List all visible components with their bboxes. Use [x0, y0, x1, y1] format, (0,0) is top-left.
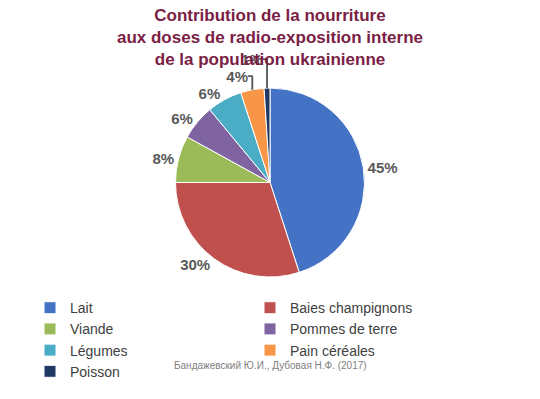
svg-text:Poisson: Poisson: [70, 364, 120, 380]
svg-text:45%: 45%: [368, 159, 398, 176]
svg-text:6%: 6%: [199, 85, 221, 102]
svg-text:Baies champignons: Baies champignons: [290, 300, 412, 316]
svg-text:Pain céréales: Pain céréales: [290, 343, 375, 359]
svg-text:Viande: Viande: [70, 321, 114, 337]
svg-text:Бандажевский Ю.И., Дубовая Н.Ф: Бандажевский Ю.И., Дубовая Н.Ф. (2017): [174, 360, 367, 371]
svg-text:Lait: Lait: [70, 300, 93, 316]
svg-text:8%: 8%: [153, 150, 175, 167]
svg-text:1%: 1%: [241, 51, 263, 68]
svg-text:Légumes: Légumes: [70, 343, 128, 359]
svg-text:30%: 30%: [180, 256, 210, 273]
svg-text:Pommes de terre: Pommes de terre: [290, 321, 398, 337]
svg-text:Contribution de la nourriturea: Contribution de la nourritureaux doses d…: [117, 6, 423, 69]
svg-text:4%: 4%: [226, 68, 248, 85]
svg-text:6%: 6%: [171, 110, 193, 127]
